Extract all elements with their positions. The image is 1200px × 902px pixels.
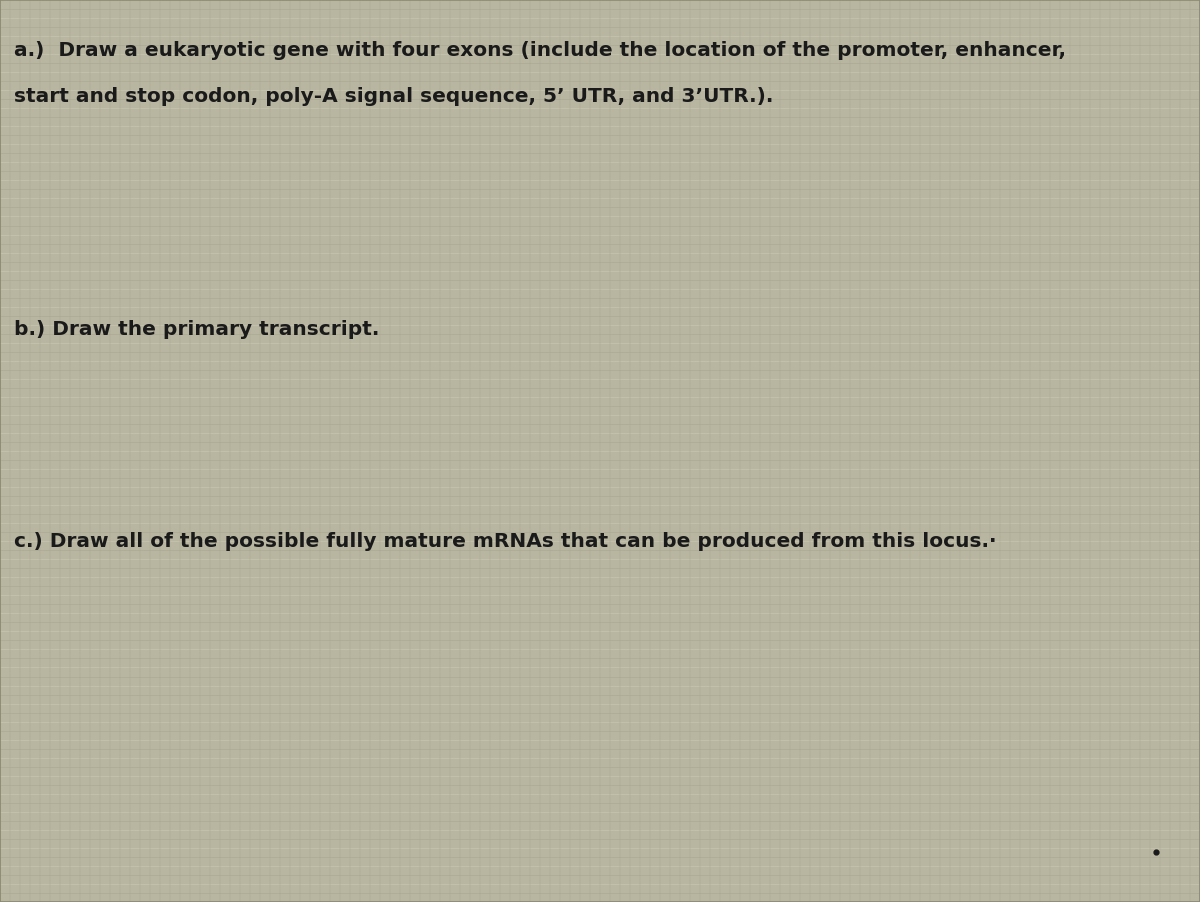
Text: b.) Draw the primary transcript.: b.) Draw the primary transcript. [14, 320, 379, 339]
Text: start and stop codon, poly-A signal sequence, 5’ UTR, and 3’UTR.).: start and stop codon, poly-A signal sequ… [14, 87, 774, 106]
Text: c.) Draw all of the possible fully mature mRNAs that can be produced from this l: c.) Draw all of the possible fully matur… [14, 532, 997, 551]
Text: a.)  Draw a eukaryotic gene with four exons (include the location of the promote: a.) Draw a eukaryotic gene with four exo… [14, 41, 1067, 60]
